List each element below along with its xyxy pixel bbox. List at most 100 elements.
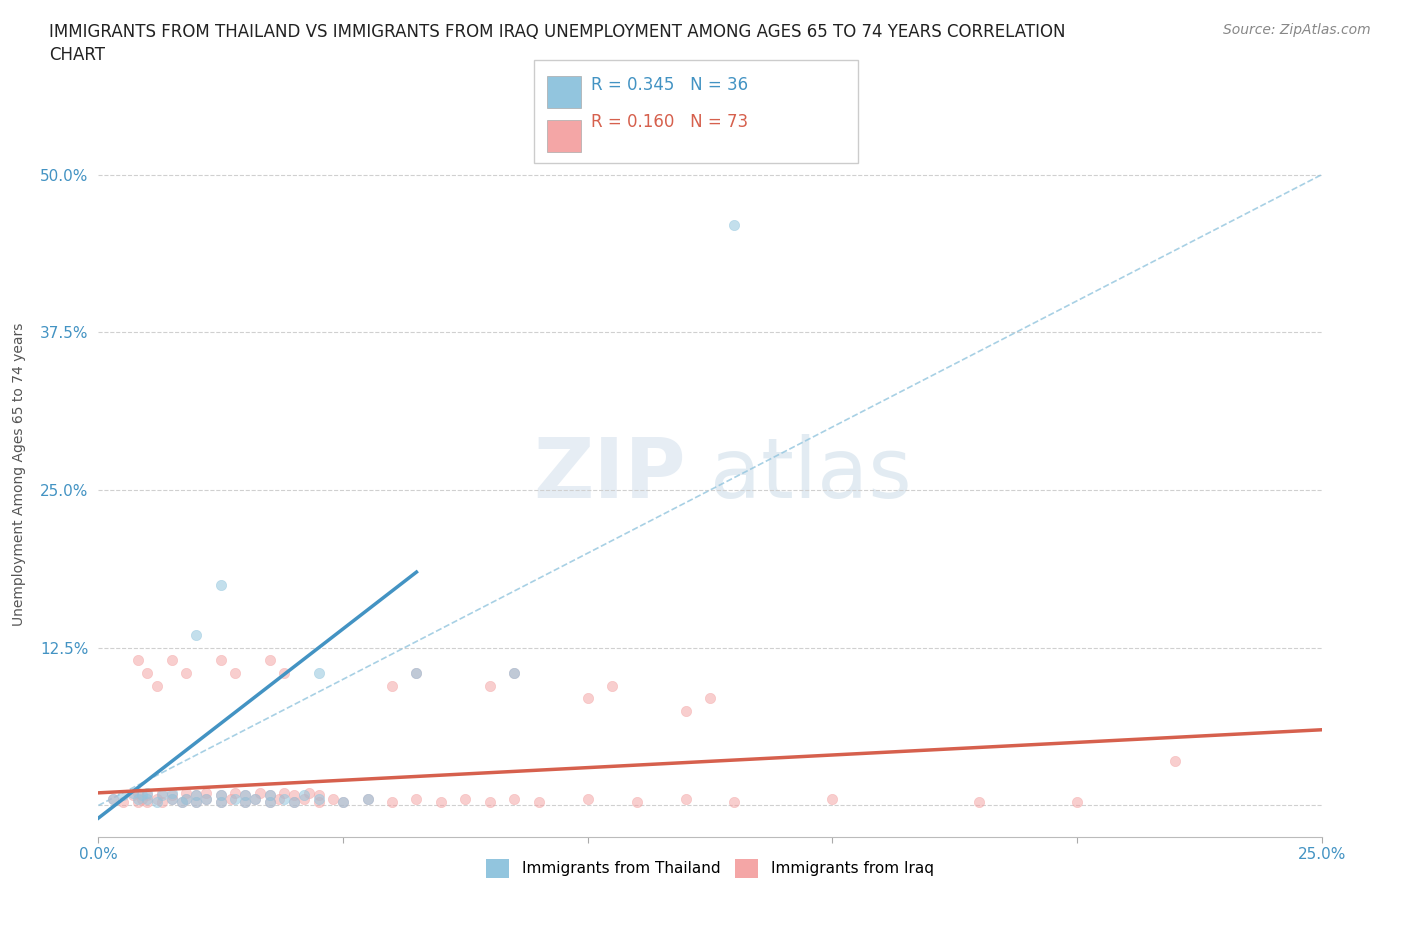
Point [136,791,159,806]
Point [233,788,256,803]
Point [503,666,526,681]
Point [127,794,149,809]
Point [283,794,305,809]
Point [381,794,404,809]
Point [723,218,745,232]
Point [600,678,623,693]
Point [219,791,242,806]
Point [576,691,599,706]
Text: R = 0.160   N = 73: R = 0.160 N = 73 [591,113,748,131]
Point [821,791,844,806]
Point [283,794,305,809]
Point [136,788,159,803]
Point [298,786,321,801]
Point [259,788,281,803]
Point [405,666,427,681]
Point [723,794,745,809]
Point [195,786,218,801]
Point [136,666,159,681]
Point [146,791,169,806]
Point [259,788,281,803]
Point [626,794,648,809]
Point [527,794,550,809]
Point [249,786,271,801]
Point [101,791,124,806]
Point [269,791,291,806]
Point [1066,794,1088,809]
Point [146,678,169,693]
Point [127,786,149,801]
Point [170,794,193,809]
Point [699,691,721,706]
Point [127,653,149,668]
Point [273,666,295,681]
Point [478,794,501,809]
Point [209,788,232,803]
Point [121,786,143,801]
Point [503,666,526,681]
Point [176,791,198,806]
Point [209,788,232,803]
Point [176,791,198,806]
Point [273,786,295,801]
Point [209,578,232,592]
Point [186,788,208,803]
Point [111,794,134,809]
Point [308,788,330,803]
Text: ZIP: ZIP [533,433,686,515]
Point [292,791,315,806]
Text: CHART: CHART [49,46,105,64]
Legend: Immigrants from Thailand, Immigrants from Iraq: Immigrants from Thailand, Immigrants fro… [481,853,939,884]
Point [430,794,453,809]
Point [160,791,183,806]
Point [136,794,159,809]
Point [224,666,246,681]
Point [150,786,173,801]
Point [332,794,354,809]
Point [176,666,198,681]
Point [292,788,315,803]
Point [1164,754,1187,769]
Point [160,786,183,801]
Point [322,791,344,806]
Point [243,791,266,806]
Point [576,791,599,806]
Point [503,791,526,806]
Point [332,794,354,809]
Text: Source: ZipAtlas.com: Source: ZipAtlas.com [1223,23,1371,37]
Point [967,794,990,809]
Point [356,791,378,806]
Point [283,788,305,803]
Text: atlas: atlas [710,433,911,515]
Point [259,653,281,668]
Point [146,794,169,809]
Point [195,791,218,806]
Point [356,791,378,806]
Point [209,794,232,809]
Point [186,794,208,809]
Point [176,786,198,801]
Point [131,788,153,803]
Point [233,788,256,803]
Text: R = 0.345   N = 36: R = 0.345 N = 36 [591,76,748,94]
Point [273,791,295,806]
Point [478,678,501,693]
Point [675,703,697,718]
Point [186,794,208,809]
Y-axis label: Unemployment Among Ages 65 to 74 years: Unemployment Among Ages 65 to 74 years [13,323,27,626]
Point [186,628,208,643]
Point [308,791,330,806]
Point [224,786,246,801]
Point [259,794,281,809]
Point [160,788,183,803]
Point [136,786,159,801]
Text: IMMIGRANTS FROM THAILAND VS IMMIGRANTS FROM IRAQ UNEMPLOYMENT AMONG AGES 65 TO 7: IMMIGRANTS FROM THAILAND VS IMMIGRANTS F… [49,23,1066,41]
Point [131,791,153,806]
Point [675,791,697,806]
Point [160,791,183,806]
Point [121,788,143,803]
Point [195,791,218,806]
Point [150,794,173,809]
Point [150,788,173,803]
Point [233,794,256,809]
